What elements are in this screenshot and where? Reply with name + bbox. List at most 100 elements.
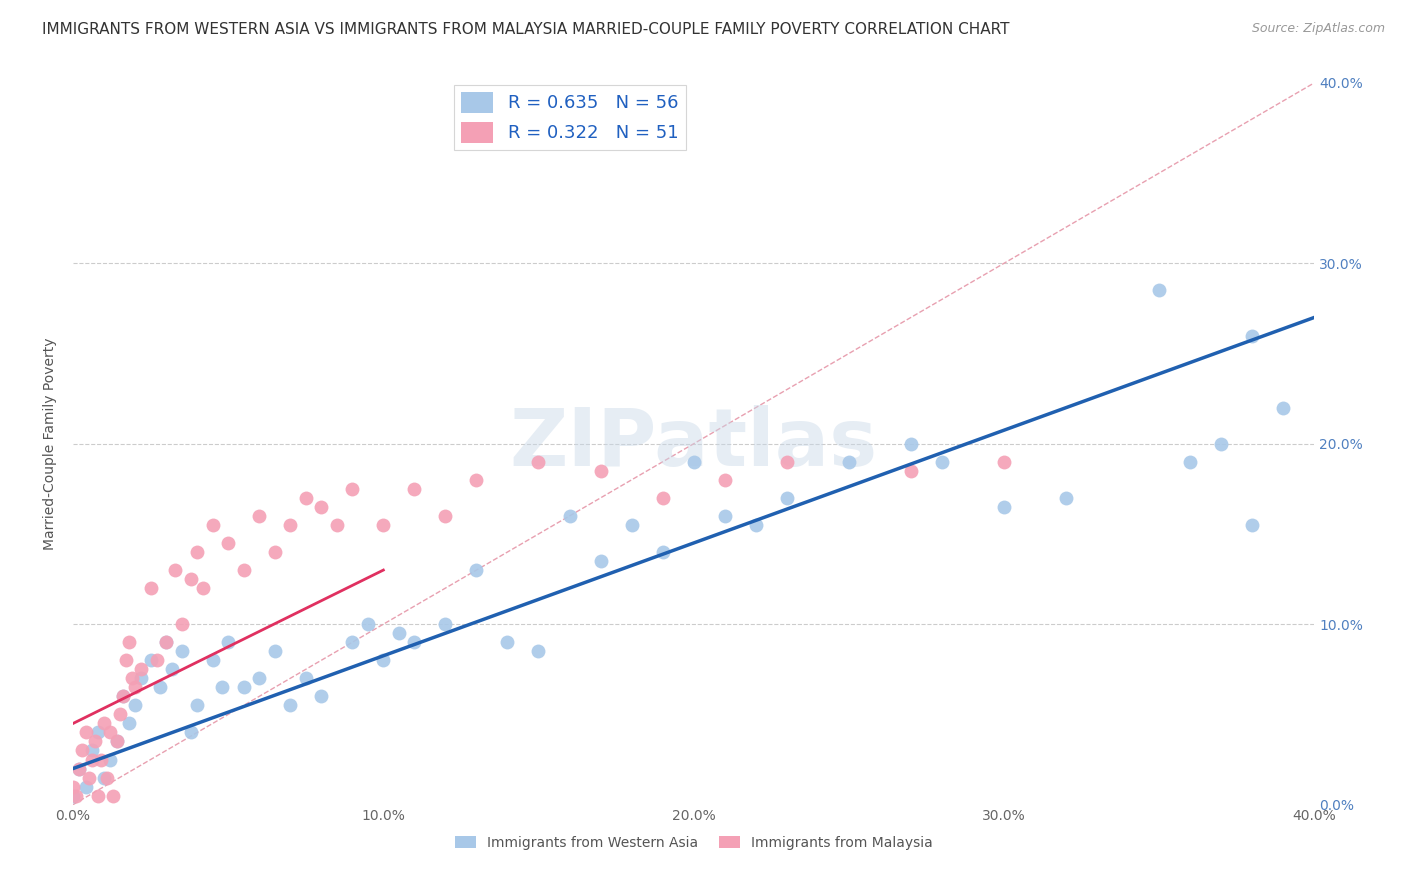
Point [67, 762, 90, 776]
Point [111, 690, 134, 704]
Point [776, 491, 799, 505]
Point [993, 500, 1015, 514]
Point [111, 690, 134, 704]
Point [931, 455, 953, 469]
Point [373, 518, 395, 533]
Point [900, 437, 922, 451]
Point [496, 635, 519, 649]
Point [326, 518, 349, 533]
Point [620, 518, 643, 533]
Point [713, 508, 735, 523]
Point [1054, 491, 1077, 505]
Point [357, 617, 380, 632]
Point [98, 752, 121, 766]
Point [744, 518, 766, 533]
Point [193, 581, 215, 595]
Point [146, 653, 169, 667]
Point [165, 563, 187, 577]
Point [65, 789, 87, 803]
Point [388, 626, 411, 640]
Point [186, 698, 208, 713]
Point [98, 725, 121, 739]
Point [118, 635, 141, 649]
Point [527, 644, 550, 658]
Point [201, 518, 224, 533]
Point [278, 518, 301, 533]
Point [342, 482, 364, 496]
Point [139, 653, 162, 667]
Text: ZIPatlas: ZIPatlas [509, 405, 877, 483]
Point [124, 698, 146, 713]
Point [67, 762, 90, 776]
Y-axis label: Married-Couple Family Poverty: Married-Couple Family Poverty [44, 337, 58, 550]
Point [80, 743, 103, 757]
Point [1147, 284, 1170, 298]
Point [404, 482, 426, 496]
Point [131, 662, 153, 676]
Point [527, 455, 550, 469]
Point [108, 707, 131, 722]
Point [62, 780, 84, 794]
Point [434, 617, 457, 632]
Point [62, 789, 84, 803]
Point [131, 671, 153, 685]
Legend: R = 0.635   N = 56, R = 0.322   N = 51: R = 0.635 N = 56, R = 0.322 N = 51 [454, 85, 686, 150]
Point [278, 698, 301, 713]
Point [900, 464, 922, 478]
Point [170, 617, 193, 632]
Point [149, 681, 172, 695]
Point [232, 681, 254, 695]
Point [155, 635, 177, 649]
Point [180, 725, 202, 739]
Point [170, 644, 193, 658]
Text: Source: ZipAtlas.com: Source: ZipAtlas.com [1251, 22, 1385, 36]
Point [83, 734, 105, 748]
Point [373, 653, 395, 667]
Point [311, 690, 333, 704]
Point [589, 554, 612, 568]
Point [114, 653, 136, 667]
Point [589, 464, 612, 478]
Point [247, 671, 270, 685]
Point [186, 545, 208, 559]
Point [713, 473, 735, 487]
Point [232, 563, 254, 577]
Point [80, 752, 103, 766]
Point [201, 653, 224, 667]
Point [103, 789, 125, 803]
Point [75, 780, 97, 794]
Point [263, 644, 285, 658]
Point [558, 508, 581, 523]
Point [1241, 328, 1264, 343]
Point [1209, 437, 1232, 451]
Point [217, 635, 239, 649]
Point [72, 743, 94, 757]
Point [90, 752, 112, 766]
Point [404, 635, 426, 649]
Point [465, 563, 488, 577]
Point [838, 455, 860, 469]
Point [342, 635, 364, 649]
Point [651, 545, 673, 559]
Point [124, 681, 146, 695]
Point [155, 635, 177, 649]
Point [87, 789, 110, 803]
Point [96, 771, 118, 785]
Point [682, 455, 704, 469]
Point [776, 455, 799, 469]
Point [93, 716, 115, 731]
Point [1272, 401, 1295, 415]
Point [294, 671, 316, 685]
Point [651, 491, 673, 505]
Point [247, 508, 270, 523]
Point [105, 734, 128, 748]
Point [118, 716, 141, 731]
Point [180, 572, 202, 586]
Point [162, 662, 184, 676]
Point [93, 771, 115, 785]
Point [121, 671, 143, 685]
Point [211, 681, 233, 695]
Point [75, 725, 97, 739]
Text: IMMIGRANTS FROM WESTERN ASIA VS IMMIGRANTS FROM MALAYSIA MARRIED-COUPLE FAMILY P: IMMIGRANTS FROM WESTERN ASIA VS IMMIGRAN… [42, 22, 1010, 37]
Point [465, 473, 488, 487]
